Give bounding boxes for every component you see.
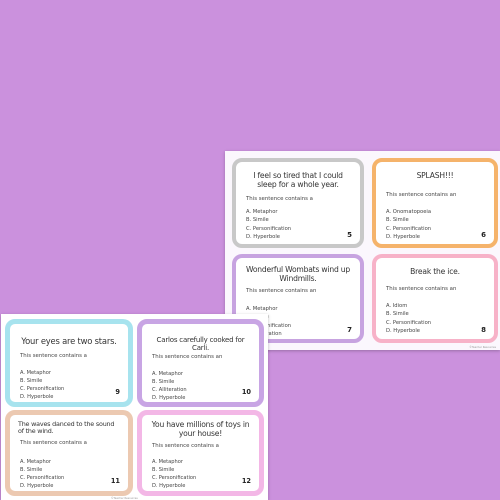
option-d: D. Hyperbole bbox=[152, 395, 186, 401]
answer-options: A. Idiom B. Simile C. Personification D.… bbox=[386, 302, 431, 336]
card-number: 10 bbox=[241, 388, 251, 396]
option-c: C. Personification bbox=[246, 322, 292, 329]
card-number: 8 bbox=[481, 326, 486, 334]
option-d: D. Hyperbole bbox=[386, 328, 420, 335]
answer-options: A. Metaphor B. Simile C. Personification… bbox=[152, 458, 196, 490]
card-number: 12 bbox=[241, 477, 251, 485]
card-question: SPLASH!!! bbox=[416, 171, 454, 180]
option-a: A. Metaphor bbox=[246, 306, 278, 312]
option-d: D. Hyperbole bbox=[386, 234, 420, 241]
option-c: C. Personification bbox=[386, 225, 432, 232]
answer-options: A. Onomatopoeia B. Simile C. Personifica… bbox=[386, 208, 431, 242]
card-question: Carlos carefully cooked for Carli. bbox=[156, 336, 245, 353]
card-question: I feel so tired that I could sleep for a… bbox=[253, 171, 343, 189]
card-prompt: This sentence contains an bbox=[386, 192, 457, 198]
card-number: 11 bbox=[110, 477, 120, 485]
option-a: A. Metaphor bbox=[152, 459, 183, 465]
option-c: C. Personification bbox=[20, 475, 65, 481]
task-card-11: The waves danced to the sound of the win… bbox=[5, 410, 133, 496]
option-d: D. Hyperbole bbox=[20, 483, 54, 489]
option-c: C. Alliteration bbox=[152, 387, 187, 393]
option-c: C. Personification bbox=[152, 475, 197, 481]
option-b: B. Simile bbox=[152, 467, 175, 473]
option-c: C. Personification bbox=[20, 386, 65, 392]
option-d: D. Hyperbole bbox=[246, 234, 280, 241]
answer-options: A. Metaphor B. Simile C. Personification… bbox=[20, 458, 64, 490]
card-prompt: This sentence contains an bbox=[152, 354, 223, 360]
option-b: B. Simile bbox=[20, 467, 43, 473]
option-b: B. Simile bbox=[152, 379, 175, 385]
task-card-5: I feel so tired that I could sleep for a… bbox=[232, 158, 364, 248]
option-a: A. Metaphor bbox=[20, 459, 51, 465]
option-d: D. Hyperbole bbox=[152, 483, 186, 489]
option-b: B. Simile bbox=[386, 217, 409, 224]
card-prompt: This sentence contains a bbox=[152, 443, 219, 449]
task-card-6: SPLASH!!! This sentence contains an A. O… bbox=[372, 158, 498, 248]
worksheet-page-front: Your eyes are two stars. This sentence c… bbox=[1, 314, 268, 500]
card-number: 5 bbox=[347, 231, 352, 239]
option-b: B. Simile bbox=[246, 217, 269, 224]
task-card-8: Break the ice. This sentence contains an… bbox=[372, 254, 498, 343]
answer-options: A. Metaphor B. Simile C. Alliteration D.… bbox=[152, 370, 187, 402]
task-card-9: Your eyes are two stars. This sentence c… bbox=[5, 319, 133, 407]
card-prompt: This sentence contains an bbox=[386, 286, 457, 292]
copyright-note: ©Teacher Resources bbox=[469, 346, 496, 349]
copyright-note: ©Teacher Resources bbox=[111, 497, 138, 500]
task-card-12: You have millions of toys in your house!… bbox=[137, 410, 264, 496]
card-prompt: This sentence contains a bbox=[20, 440, 87, 446]
option-a: A. Idiom bbox=[386, 303, 408, 309]
card-question: Break the ice. bbox=[410, 267, 460, 276]
card-prompt: This sentence contains a bbox=[20, 353, 87, 359]
card-number: 7 bbox=[347, 326, 352, 334]
option-a: A. Metaphor bbox=[246, 209, 278, 215]
option-c: C. Personification bbox=[386, 319, 432, 326]
card-question: You have millions of toys in your house! bbox=[151, 420, 250, 438]
card-prompt: This sentence contains an bbox=[246, 288, 317, 294]
card-question: The waves danced to the sound of the win… bbox=[18, 420, 115, 436]
option-b: B. Simile bbox=[20, 378, 43, 384]
option-b: B. Simile bbox=[386, 311, 409, 318]
option-d: D. Hyperbole bbox=[20, 394, 54, 400]
option-a: A. Onomatopoeia bbox=[386, 209, 432, 215]
option-c: C. Personification bbox=[246, 225, 292, 232]
task-card-10: Carlos carefully cooked for Carli. This … bbox=[137, 319, 264, 407]
answer-options: A. Metaphor B. Simile C. Personification… bbox=[20, 369, 64, 401]
card-prompt: This sentence contains a bbox=[246, 196, 313, 202]
answer-options: A. Metaphor B. Simile C. Personification… bbox=[246, 208, 291, 242]
card-number: 6 bbox=[481, 231, 486, 239]
card-number: 9 bbox=[115, 388, 120, 396]
option-a: A. Metaphor bbox=[20, 370, 51, 376]
card-question: Wonderful Wombats wind up Windmills. bbox=[245, 265, 351, 283]
card-question: Your eyes are two stars. bbox=[21, 336, 117, 346]
option-a: A. Metaphor bbox=[152, 371, 183, 377]
